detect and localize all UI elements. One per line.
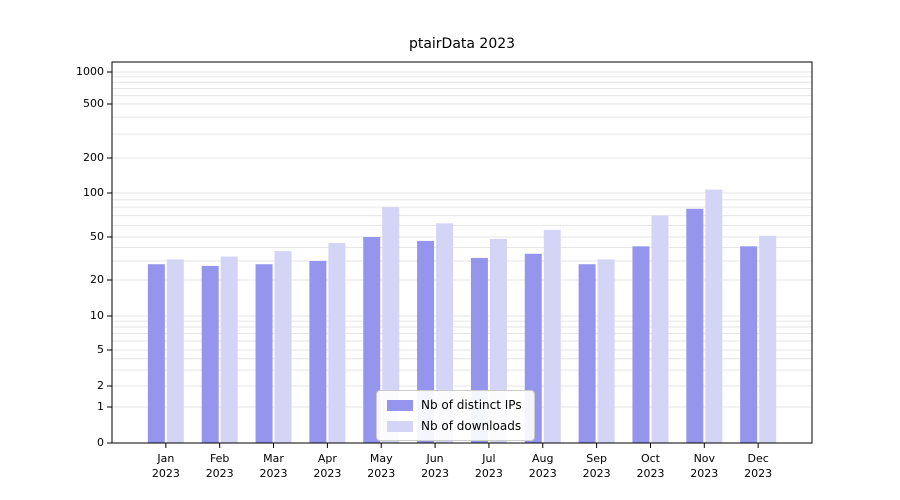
- bar-downloads-oct: [651, 215, 669, 443]
- chart-title: ptairData 2023: [408, 36, 516, 52]
- legend: Nb of distinct IPs Nb of downloads: [376, 390, 535, 441]
- bar-downloads-may: [382, 207, 400, 443]
- bar-distinct-ips-may: [363, 237, 381, 443]
- y-tick-label: 1000: [76, 65, 104, 78]
- x-tick-label: Jun 2023: [421, 452, 450, 480]
- bar-distinct-ips-feb: [201, 265, 219, 443]
- bar-downloads-jan: [166, 259, 184, 443]
- legend-label-distinct-ips: Nb of distinct IPs: [421, 398, 522, 412]
- x-tick-label: Sep 2023: [582, 452, 611, 480]
- plot-border: [111, 61, 813, 444]
- x-tick-label: Aug 2023: [528, 452, 557, 480]
- bar-distinct-ips-dec: [740, 246, 758, 443]
- x-tick-label: Mar 2023: [259, 452, 288, 480]
- y-tick-label: 10: [90, 309, 104, 322]
- x-tick-label: Apr 2023: [313, 452, 342, 480]
- y-tick-label: 2: [97, 379, 104, 392]
- y-tick-label: 500: [83, 97, 104, 110]
- bar-distinct-ips-sep: [578, 264, 596, 443]
- bar-downloads-nov: [705, 189, 723, 443]
- y-tick-label: 100: [83, 186, 104, 199]
- bar-downloads-mar: [274, 251, 292, 443]
- bar-distinct-ips-apr: [309, 260, 327, 443]
- bar-distinct-ips-mar: [255, 264, 273, 443]
- bar-downloads-feb: [220, 256, 238, 443]
- legend-item-downloads: Nb of downloads: [387, 419, 522, 433]
- bar-distinct-ips-jan: [147, 264, 165, 443]
- x-tick-label: Oct 2023: [636, 452, 665, 480]
- y-tick-label: 200: [83, 151, 104, 164]
- bar-downloads-aug: [543, 229, 561, 443]
- x-tick-label: Nov 2023: [690, 452, 719, 480]
- x-tick-label: Feb 2023: [205, 452, 234, 480]
- bar-distinct-ips-nov: [686, 208, 704, 443]
- x-tick-label: May 2023: [367, 452, 396, 480]
- bar-downloads-sep: [597, 259, 615, 443]
- y-tick-label: 5: [97, 343, 104, 356]
- bar-downloads-jun: [436, 223, 454, 443]
- bar-downloads-apr: [328, 242, 346, 443]
- x-tick-label: Dec 2023: [744, 452, 773, 480]
- bar-downloads-dec: [759, 235, 777, 443]
- legend-item-distinct-ips: Nb of distinct IPs: [387, 398, 522, 412]
- x-tick-label: Jul 2023: [474, 452, 503, 480]
- legend-label-downloads: Nb of downloads: [421, 419, 522, 433]
- legend-swatch-distinct-ips: [387, 399, 413, 411]
- bar-distinct-ips-oct: [632, 246, 650, 443]
- y-tick-label: 20: [90, 273, 104, 286]
- y-tick-label: 0: [97, 436, 104, 449]
- x-tick-label: Jan 2023: [151, 452, 180, 480]
- y-tick-label: 50: [90, 230, 104, 243]
- y-tick-label: 1: [97, 400, 104, 413]
- legend-swatch-downloads: [387, 420, 413, 432]
